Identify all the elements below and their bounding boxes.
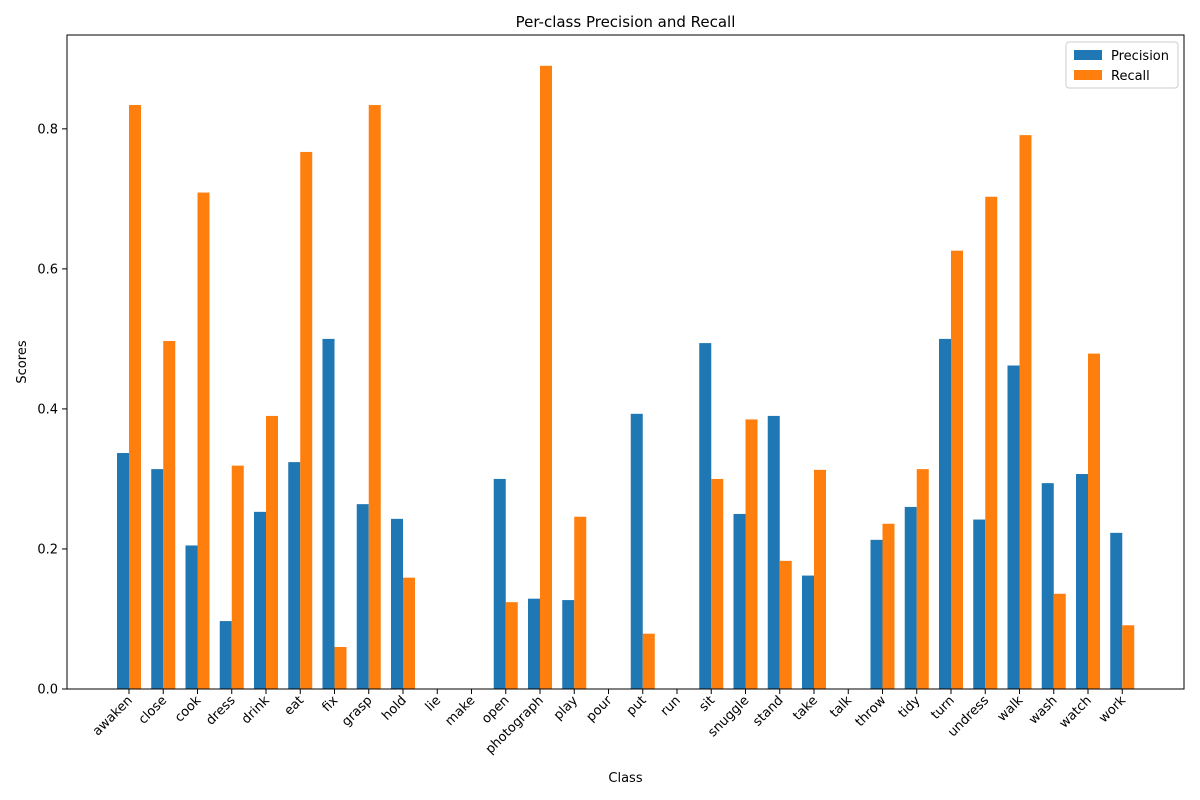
bar-precision-drink [254, 511, 266, 689]
bar-recall-grasp [368, 105, 381, 689]
bar-precision-watch [1076, 474, 1088, 689]
bar-recall-hold [403, 577, 415, 689]
bar-precision-stand [767, 415, 780, 689]
axes-frame [66, 34, 1185, 690]
legend: Precision Recall [1065, 41, 1179, 89]
bar-recall-fix [334, 646, 347, 689]
series-precision [117, 338, 1123, 689]
bar-recall-put [642, 633, 655, 689]
series-recall [129, 65, 1135, 690]
bar-precision-photograph [528, 598, 540, 689]
legend-label-precision: Precision [1111, 49, 1169, 64]
bar-precision-awaken [117, 453, 129, 689]
x-axis-label: Class [608, 771, 642, 786]
y-axis-label: Scores [15, 340, 30, 383]
chart-title: Per-class Precision and Recall [516, 13, 736, 31]
bar-precision-turn [939, 338, 951, 689]
bar-recall-turn [951, 250, 963, 690]
bar-recall-cook [197, 192, 210, 690]
legend-swatch-precision [1074, 50, 1102, 60]
bar-precision-throw [870, 539, 883, 689]
bar-recall-drink [266, 415, 278, 689]
bar-precision-walk [1007, 365, 1020, 689]
bar-recall-dress [231, 465, 244, 689]
bar-recall-walk [1019, 135, 1032, 689]
y-tick-label: 0.4 [37, 402, 58, 417]
bar-precision-play [562, 600, 575, 689]
bar-precision-put [630, 413, 643, 689]
legend-label-recall: Recall [1111, 69, 1150, 84]
bar-recall-play [574, 516, 587, 689]
bar-precision-cook [185, 545, 198, 689]
bar-precision-fix [322, 338, 335, 689]
legend-swatch-recall [1074, 70, 1102, 80]
bar-recall-undress [985, 196, 998, 689]
bar-precision-sit [699, 343, 712, 689]
bar-precision-close [151, 469, 164, 689]
bar-recall-stand [779, 560, 792, 689]
bar-precision-tidy [904, 506, 917, 689]
bar-recall-work [1122, 625, 1135, 689]
y-tick-label: 0.6 [37, 262, 58, 277]
bar-recall-sit [711, 478, 724, 689]
bar-precision-take [802, 575, 814, 689]
bar-precision-eat [288, 462, 301, 689]
bar-precision-hold [391, 518, 403, 689]
bar-recall-open [505, 602, 518, 689]
bar-precision-grasp [356, 504, 369, 689]
bar-recall-photograph [540, 65, 552, 689]
bar-recall-throw [882, 523, 895, 689]
bar-recall-eat [300, 151, 313, 689]
bar-recall-watch [1088, 353, 1100, 689]
y-tick-label: 0.0 [37, 683, 58, 698]
bar-recall-awaken [129, 105, 141, 689]
bar-recall-snuggle [745, 419, 758, 689]
bar-recall-close [163, 340, 176, 689]
bar-precision-snuggle [733, 513, 746, 689]
bar-precision-undress [973, 519, 986, 689]
bar-recall-wash [1053, 593, 1066, 689]
bar-recall-take [814, 469, 826, 689]
bar-precision-wash [1041, 483, 1054, 689]
bar-precision-open [493, 478, 506, 689]
y-tick-label: 0.8 [37, 122, 58, 137]
bar-precision-work [1110, 532, 1123, 689]
bar-recall-tidy [916, 469, 929, 689]
y-tick-label: 0.2 [37, 542, 58, 557]
bar-precision-dress [219, 621, 232, 689]
